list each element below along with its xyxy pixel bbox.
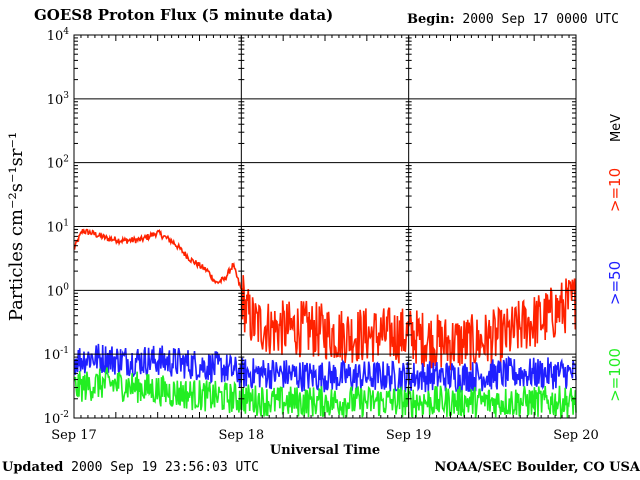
- y-tick-label: 104: [47, 27, 70, 44]
- y-tick-label: 102: [47, 155, 69, 172]
- x-tick-label: Sep 18: [219, 428, 265, 443]
- y-tick-label: 103: [47, 91, 70, 108]
- y-tick-label: 100: [47, 282, 70, 299]
- y-tick-label: 101: [47, 219, 69, 236]
- y-tick-label: 10-2: [44, 410, 69, 427]
- series-line-ge100: [73, 367, 577, 420]
- chart-title: GOES8 Proton Flux (5 minute data): [34, 6, 334, 24]
- legend-unit-label: MeV: [609, 114, 624, 142]
- x-tick-label: Sep 17: [51, 428, 97, 443]
- footer-updated-label: Updated: [2, 460, 64, 475]
- begin-label-value: 2000 Sep 17 0000 UTC: [462, 12, 619, 27]
- footer-updated: Updated 2000 Sep 19 23:56:03 UTC: [2, 460, 259, 475]
- y-axis-label: Particles cm⁻²s⁻¹sr⁻¹: [6, 132, 27, 321]
- legend-label-ge100: >=100: [606, 348, 624, 402]
- series-line-ge10: [73, 228, 577, 371]
- series-line-ge50: [73, 343, 577, 393]
- x-tick-label: Sep 19: [386, 428, 432, 443]
- legend-label-ge10: >=10: [606, 168, 624, 212]
- x-tick-label: Sep 20: [553, 428, 599, 443]
- footer-credit: NOAA/SEC Boulder, CO USA: [434, 460, 640, 475]
- y-tick-label: 10-1: [44, 346, 69, 363]
- footer-updated-value: 2000 Sep 19 23:56:03 UTC: [71, 460, 259, 475]
- legend-label-ge50: >=50: [606, 261, 624, 305]
- x-axis-label: Universal Time: [270, 443, 380, 458]
- data-series-group: [73, 228, 577, 420]
- begin-label-prefix: Begin:: [407, 12, 455, 27]
- grid-group: [74, 35, 576, 418]
- begin-label: Begin: 2000 Sep 17 0000 UTC: [407, 12, 619, 27]
